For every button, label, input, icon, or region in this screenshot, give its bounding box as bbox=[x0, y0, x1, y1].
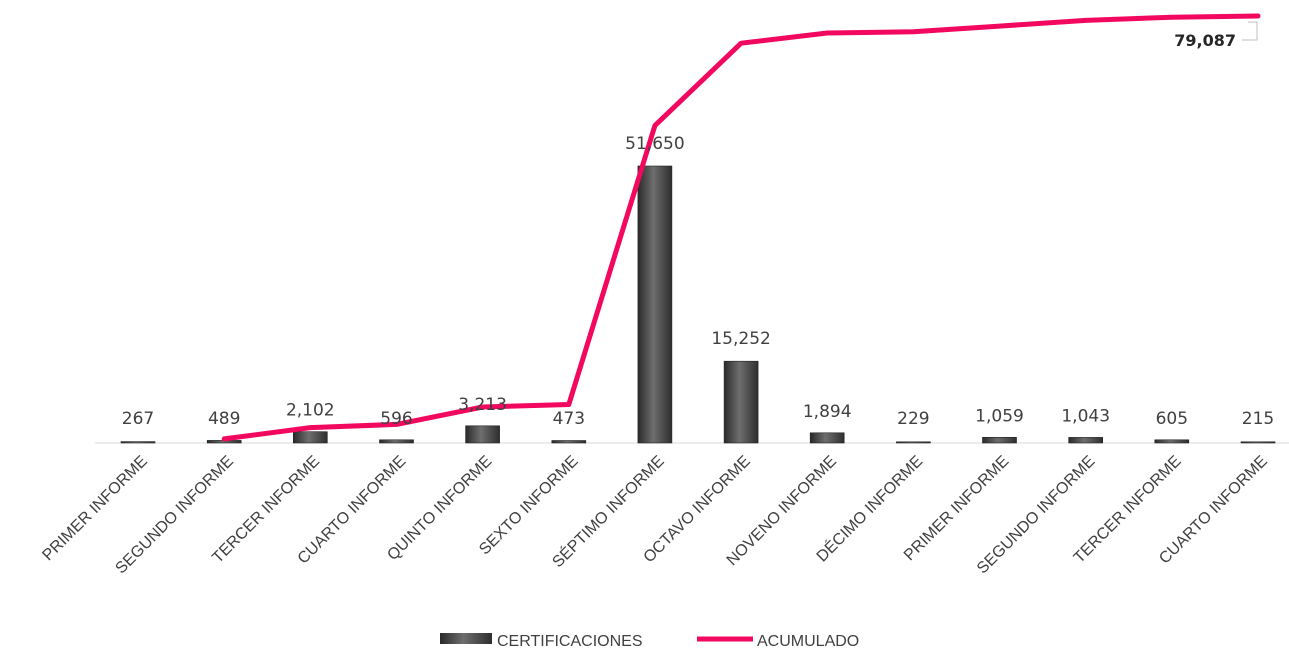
bar-value-label-2: 489 bbox=[208, 409, 240, 429]
legend-item-certificaciones: CERTIFICACIONES bbox=[440, 633, 643, 649]
bar-3 bbox=[292, 431, 328, 444]
cumulative-line bbox=[221, 13, 1261, 442]
bar-13 bbox=[1154, 439, 1190, 444]
bar-value-label-8: 15,252 bbox=[711, 329, 770, 349]
legend-swatch-bar bbox=[440, 633, 492, 644]
bar-value-label-14: 215 bbox=[1242, 409, 1274, 429]
bar-value-label-6: 473 bbox=[553, 409, 585, 429]
bar-4 bbox=[379, 439, 414, 444]
legend-label-certificaciones: CERTIFICACIONES bbox=[497, 633, 643, 649]
cumulative-line-layer bbox=[221, 13, 1261, 442]
legend-item-acumulado: ACUMULADO bbox=[697, 633, 859, 649]
bar-8 bbox=[723, 360, 759, 444]
bar-1 bbox=[120, 441, 156, 444]
bar-11 bbox=[982, 436, 1017, 444]
bar-10 bbox=[896, 441, 931, 444]
bar-value-label-13: 605 bbox=[1156, 409, 1188, 429]
bar-value-label-7: 51,650 bbox=[625, 134, 684, 154]
bar-value-label-10: 229 bbox=[897, 409, 929, 429]
bar-value-label-3: 2,102 bbox=[286, 401, 335, 421]
legend-label-acumulado: ACUMULADO bbox=[757, 633, 859, 649]
bar-value-label-1: 267 bbox=[122, 409, 154, 429]
bar-value-label-5: 3,213 bbox=[458, 395, 507, 415]
bar-labels-layer: 267 489 2,102 596 3,213 473 51,650 15,252 1,894 2… bbox=[122, 134, 1274, 429]
bar-12 bbox=[1068, 437, 1103, 444]
cumulative-final-label: 79,087 bbox=[1174, 31, 1236, 50]
bar-14 bbox=[1240, 441, 1276, 444]
legend: CERTIFICACIONES ACUMULADO bbox=[440, 633, 859, 649]
bar-value-label-4: 596 bbox=[380, 409, 412, 429]
bar-value-label-9: 1,894 bbox=[803, 402, 852, 422]
bar-value-label-12: 1,043 bbox=[1061, 406, 1110, 426]
bar-5 bbox=[465, 425, 500, 444]
bars-layer bbox=[120, 165, 1276, 444]
bar-value-label-11: 1,059 bbox=[975, 406, 1024, 426]
bar-9 bbox=[809, 432, 845, 444]
cumulative-final-callout: 79,087 bbox=[1174, 21, 1258, 50]
bar-7 bbox=[637, 165, 673, 444]
bar-6 bbox=[551, 440, 587, 444]
